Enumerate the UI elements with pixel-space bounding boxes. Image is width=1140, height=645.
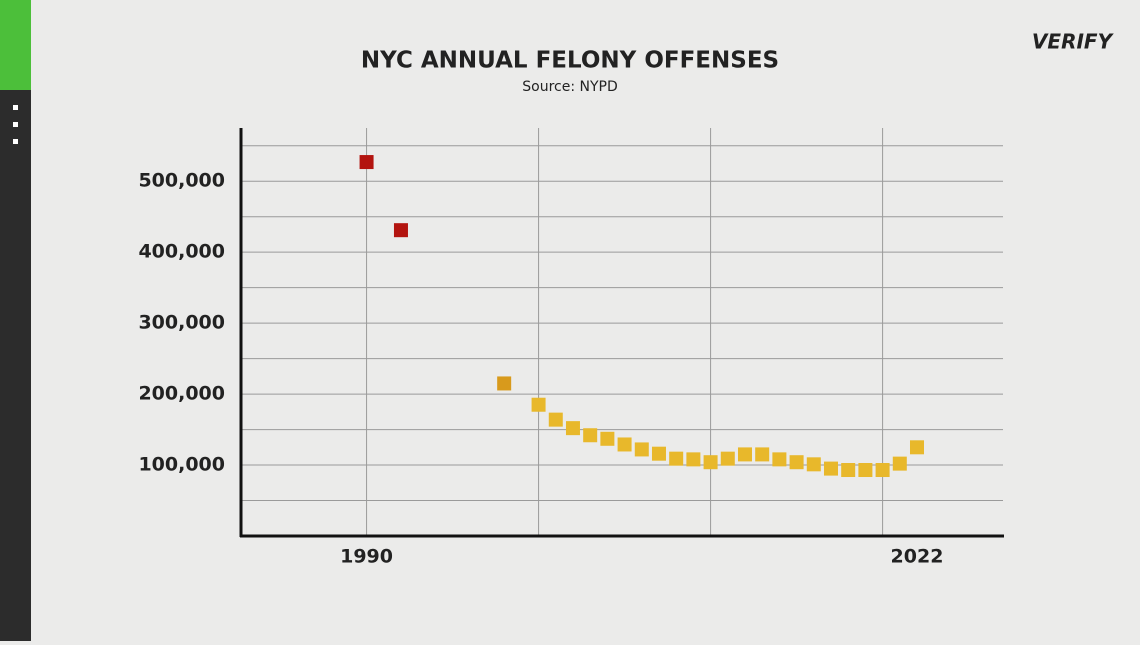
brand-logo: VERIFY xyxy=(1032,30,1115,54)
y-tick-label: 300,000 xyxy=(138,312,225,334)
data-point xyxy=(789,455,804,470)
menu-dot[interactable] xyxy=(13,139,18,144)
data-point xyxy=(497,376,512,391)
data-point xyxy=(651,446,666,461)
menu-dot[interactable] xyxy=(13,122,18,127)
data-point xyxy=(393,223,408,238)
data-point xyxy=(565,421,580,436)
data-point xyxy=(823,461,838,476)
data-point xyxy=(737,447,752,462)
data-point xyxy=(686,452,701,467)
data-point xyxy=(617,437,632,452)
data-point xyxy=(531,397,546,412)
y-tick-label: 200,000 xyxy=(138,383,225,405)
menu-dot[interactable] xyxy=(13,105,18,110)
y-tick-label: 400,000 xyxy=(138,241,225,263)
side-bar xyxy=(0,90,31,641)
y-tick-label: 100,000 xyxy=(138,454,225,476)
x-tick-label: 2022 xyxy=(891,546,944,568)
data-point xyxy=(772,452,787,467)
data-point xyxy=(634,442,649,457)
side-accent xyxy=(0,0,31,90)
data-point xyxy=(703,455,718,470)
data-point xyxy=(806,457,821,472)
data-point xyxy=(909,440,924,455)
data-point xyxy=(755,447,770,462)
x-tick-label: 1990 xyxy=(340,546,393,568)
data-point xyxy=(548,412,563,427)
data-point xyxy=(720,451,735,466)
data-point xyxy=(359,155,374,170)
data-point xyxy=(583,428,598,443)
data-point xyxy=(858,463,873,478)
data-point xyxy=(892,456,907,471)
y-tick-label: 500,000 xyxy=(138,170,225,192)
data-point xyxy=(841,463,856,478)
data-point xyxy=(669,451,684,466)
chart-title: NYC ANNUAL FELONY OFFENSES xyxy=(361,48,779,74)
data-point xyxy=(875,463,890,478)
chart-subtitle: Source: NYPD xyxy=(522,79,618,95)
data-point xyxy=(600,431,615,446)
